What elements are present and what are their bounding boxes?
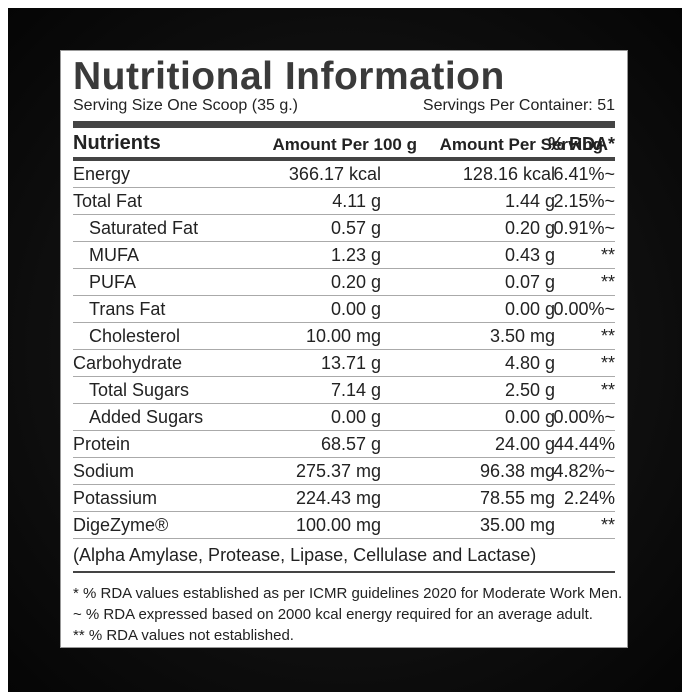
cell: 24.00 g xyxy=(494,434,555,454)
table-row: Cholesterol 10.00 mg 3.50 mg ** xyxy=(73,323,615,350)
label-panel: Nutritional Information Serving Size One… xyxy=(60,50,628,648)
cell: 0.00 g xyxy=(504,299,555,319)
cell: ** xyxy=(600,353,615,373)
note: (Alpha Amylase, Protease, Lipase, Cellul… xyxy=(73,539,615,573)
cell: 2.50 g xyxy=(504,380,555,400)
cell: DigeZyme® xyxy=(73,515,169,535)
table-row: PUFA 0.20 g 0.07 g ** xyxy=(73,269,615,296)
cell: 35.00 mg xyxy=(479,515,555,535)
table-row: Carbohydrate 13.71 g 4.80 g ** xyxy=(73,350,615,377)
cell: 0.00%~ xyxy=(553,407,615,427)
cell: 0.00 g xyxy=(504,407,555,427)
footnote: ~ % RDA expressed based on 2000 kcal ene… xyxy=(73,606,593,623)
cell: Trans Fat xyxy=(89,299,166,319)
serving-size: Serving Size One Scoop (35 g.) xyxy=(73,97,299,114)
column-header: Amount Per 100 g xyxy=(272,135,417,154)
column-header: Amount Per Serving xyxy=(439,135,603,154)
cell: 0.20 g xyxy=(504,218,555,238)
cell: 13.71 g xyxy=(320,353,381,373)
cell: 0.00%~ xyxy=(553,299,615,319)
cell: 275.37 mg xyxy=(295,461,381,481)
cell: 4.82%~ xyxy=(553,461,615,481)
footnote: ** % RDA values not established. xyxy=(73,627,294,644)
cell: 1.23 g xyxy=(330,245,381,265)
table-row: Total Sugars 7.14 g 2.50 g ** xyxy=(73,377,615,404)
cell: Sodium xyxy=(73,461,135,481)
cell: 366.17 kcal xyxy=(288,164,381,184)
header-row: Nutrients Amount Per 100 g Amount Per Serv… xyxy=(73,131,615,161)
cell: 6.41%~ xyxy=(553,164,615,184)
cell: 78.55 mg xyxy=(479,488,555,508)
cell: 128.16 kcal xyxy=(462,164,555,184)
cell: 1.44 g xyxy=(504,191,555,211)
cell: ** xyxy=(600,272,615,292)
cell: ** xyxy=(600,326,615,346)
cell: Potassium xyxy=(73,488,158,508)
cell: 10.00 mg xyxy=(305,326,381,346)
cell: 0.00 g xyxy=(330,407,381,427)
cell: ** xyxy=(600,515,615,535)
cell: 2.15%~ xyxy=(553,191,615,211)
cell: ** xyxy=(600,245,615,265)
cell: Protein xyxy=(73,434,131,454)
cell: Carbohydrate xyxy=(73,353,183,373)
cell: PUFA xyxy=(89,272,137,292)
title: Nutritional Information xyxy=(73,55,505,98)
cell: 2.24% xyxy=(563,488,615,508)
cell: Total Sugars xyxy=(89,380,190,400)
cell: 3.50 mg xyxy=(489,326,555,346)
cell: 7.14 g xyxy=(330,380,381,400)
cell: 0.43 g xyxy=(504,245,555,265)
cell: 4.80 g xyxy=(504,353,555,373)
cell: 0.07 g xyxy=(504,272,555,292)
cell: ** xyxy=(600,380,615,400)
table-row: Potassium 224.43 mg 78.55 mg 2.24% xyxy=(73,485,615,512)
divider xyxy=(73,121,615,128)
cell: 100.00 mg xyxy=(295,515,381,535)
cell: 224.43 mg xyxy=(295,488,381,508)
footnote: * % RDA values established as per ICMR g… xyxy=(73,585,623,602)
column-header: Nutrients xyxy=(73,132,161,154)
cell: Energy xyxy=(73,164,131,184)
table-row: DigeZyme® 100.00 mg 35.00 mg ** xyxy=(73,512,615,539)
nutrition-table: Nutrients Amount Per 100 g Amount Per Serv… xyxy=(73,131,623,644)
table-row: Total Fat 4.11 g 1.44 g 2.15%~ xyxy=(73,188,615,215)
cell: Saturated Fat xyxy=(89,218,199,238)
servings-per-container: Servings Per Container: 51 xyxy=(422,97,615,114)
cell: Added Sugars xyxy=(89,407,204,427)
table-body: Energy 366.17 kcal 128.16 kcal 6.41%~ Total … xyxy=(73,161,615,539)
cell: 0.91%~ xyxy=(553,218,615,238)
table-row: Trans Fat 0.00 g 0.00 g 0.00%~ xyxy=(73,296,615,323)
table-row: Energy 366.17 kcal 128.16 kcal 6.41%~ xyxy=(73,161,615,188)
cell: 96.38 mg xyxy=(479,461,555,481)
cell: 0.20 g xyxy=(330,272,381,292)
table-row: Added Sugars 0.00 g 0.00 g 0.00%~ xyxy=(73,404,615,431)
footnotes: * % RDA values established as per ICMR g… xyxy=(73,573,623,644)
table-row: MUFA 1.23 g 0.43 g ** xyxy=(73,242,615,269)
cell: 4.11 g xyxy=(332,191,381,211)
table-row: Protein 68.57 g 24.00 g 44.44% xyxy=(73,431,615,458)
cell: Cholesterol xyxy=(89,326,181,346)
cell: 0.00 g xyxy=(330,299,381,319)
cell: 44.44% xyxy=(553,434,615,454)
table-row: Sodium 275.37 mg 96.38 mg 4.82%~ xyxy=(73,458,615,485)
cell: 0.57 g xyxy=(330,218,381,238)
table-row: Saturated Fat 0.57 g 0.20 g 0.91%~ xyxy=(73,215,615,242)
column-header: % RDA* xyxy=(547,134,615,154)
cell: 68.57 g xyxy=(320,434,381,454)
cell: MUFA xyxy=(89,245,140,265)
cell: Total Fat xyxy=(73,191,143,211)
